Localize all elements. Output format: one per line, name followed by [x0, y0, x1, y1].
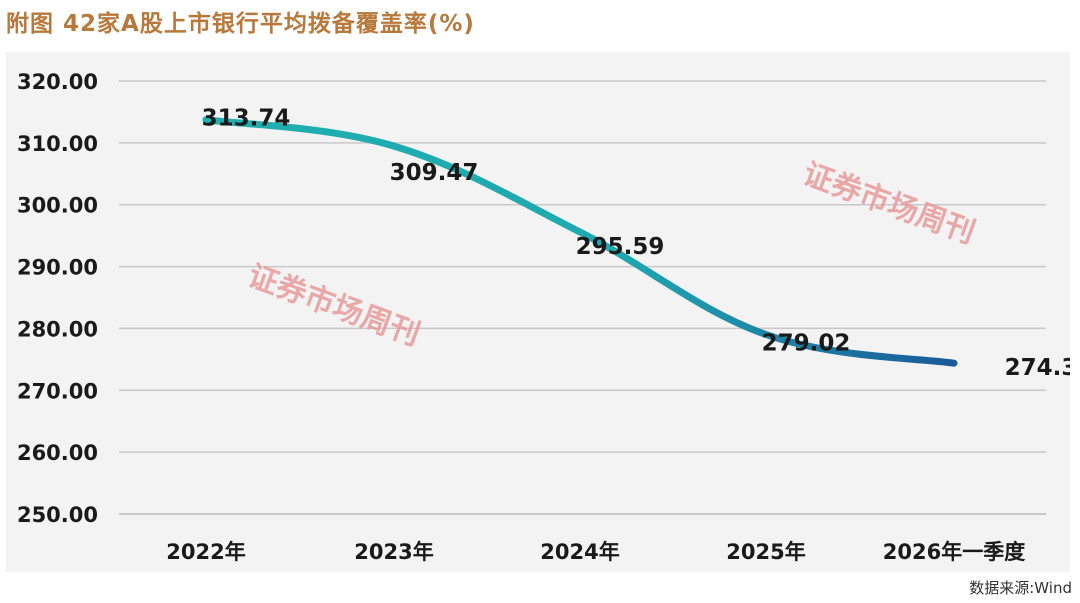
data-label: 279.02 [762, 330, 851, 356]
data-label: 274.38 [1005, 355, 1070, 381]
gridlines [119, 80, 1046, 515]
x-tick-label: 2025年 [726, 540, 805, 564]
y-tick-label: 300.00 [17, 194, 98, 218]
source-note: 数据来源:Wind [969, 579, 1072, 597]
data-label: 309.47 [390, 160, 479, 186]
y-tick-label: 280.00 [17, 317, 98, 341]
y-tick-label: 270.00 [17, 379, 98, 403]
chart-panel: 320.00 310.00 300.00 290.00 280.00 270.00 260.… [6, 52, 1070, 572]
y-tick-label: 260.00 [17, 441, 98, 465]
y-tick-label: 290.00 [17, 256, 98, 280]
x-tick-label: 2024年 [540, 540, 619, 564]
y-tick-label: 320.00 [17, 70, 98, 94]
series-line [202, 116, 958, 367]
x-tick-label: 2022年 [166, 540, 245, 564]
watermark-text: 证券市场周刊 [798, 157, 979, 251]
y-tick-label: 250.00 [17, 503, 98, 527]
data-label: 313.74 [202, 106, 291, 132]
x-tick-label: 2026年一季度 [883, 540, 1025, 564]
line-chart: 320.00 310.00 300.00 290.00 280.00 270.00 260.… [17, 70, 1070, 564]
data-label: 295.59 [576, 234, 665, 260]
y-axis-tick-labels: 320.00 310.00 300.00 290.00 280.00 270.00 260.… [17, 70, 98, 527]
x-axis-tick-labels: 2022年 2023年 2024年 2025年 2026年一季度 [166, 540, 1025, 564]
y-tick-label: 310.00 [17, 132, 98, 156]
x-tick-label: 2023年 [354, 540, 433, 564]
watermark-text: 证券市场周刊 [243, 259, 424, 353]
chart-title: 附图 42家A股上市银行平均拨备覆盖率(%) [6, 11, 475, 37]
data-labels: 313.74 309.47 295.59 279.02 274.38 [202, 106, 1070, 381]
